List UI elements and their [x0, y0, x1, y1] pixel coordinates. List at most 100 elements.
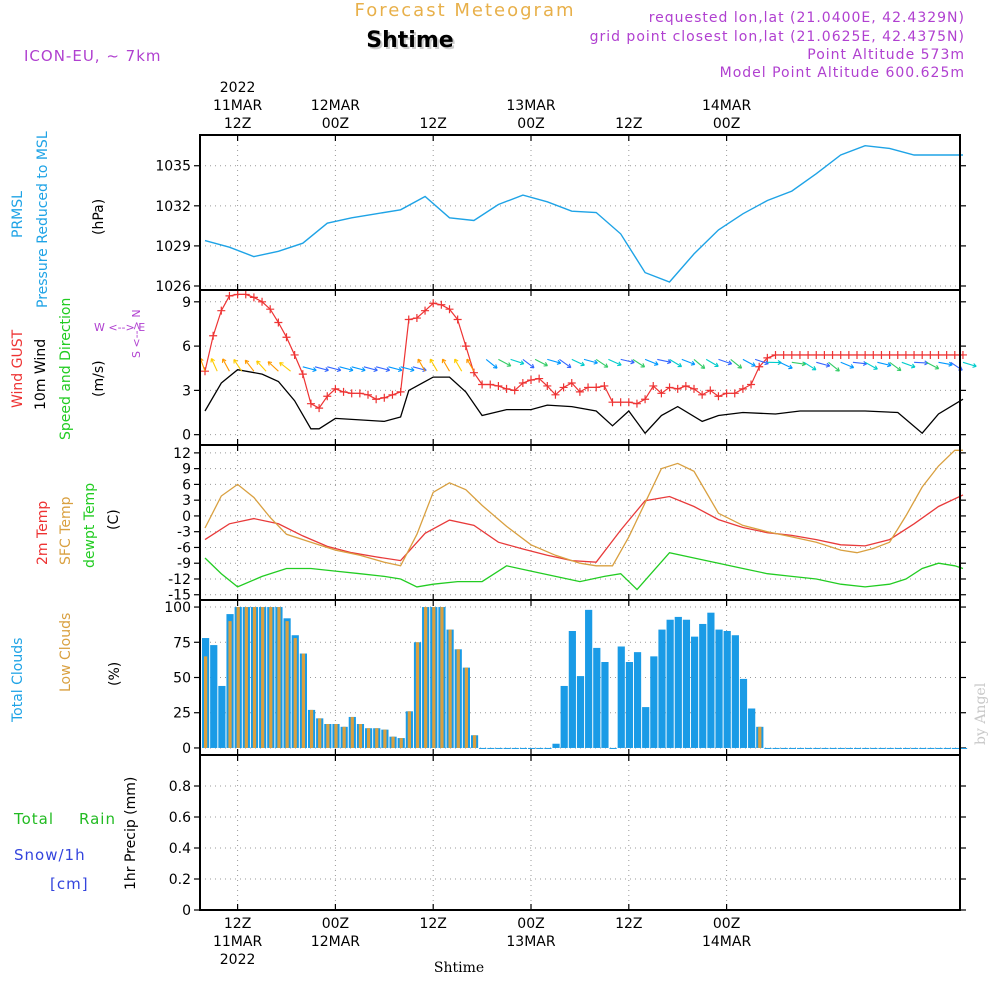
- wind-arrow: [547, 358, 562, 365]
- temp-ytick-label: -12: [168, 572, 191, 588]
- pressure-msl-label: Pressure Reduced to MSL: [35, 131, 51, 308]
- dewpt-label: dewpt Temp: [82, 483, 98, 568]
- dewpt-line: [204, 551, 964, 591]
- wind-arrow: [351, 366, 366, 373]
- gust-marker: [429, 299, 438, 308]
- gust-marker: [665, 383, 674, 392]
- wind-arrow: [583, 358, 598, 365]
- gust-marker: [738, 384, 747, 393]
- gust-marker: [372, 395, 381, 404]
- precip-ytick-label: 0.4: [169, 841, 191, 857]
- precip-ytick-label: 0.8: [169, 779, 191, 795]
- precip-ytick-label: 0.2: [169, 872, 191, 888]
- gust-marker: [249, 293, 258, 302]
- wind-arrow: [901, 361, 916, 369]
- footer-location: Shtime: [434, 960, 484, 976]
- low-cloud-bar: [318, 718, 322, 748]
- gust-marker: [795, 350, 804, 359]
- wind-arrow: [256, 360, 267, 372]
- wind-arrow: [522, 358, 535, 369]
- wind-ytick-label: 9: [182, 295, 191, 311]
- low-cloud-bar: [326, 724, 330, 748]
- prmsl-line: [204, 144, 963, 283]
- gust-marker: [421, 306, 430, 315]
- top-time-label: 11MAR: [213, 98, 262, 114]
- low-cloud-bar: [464, 667, 468, 748]
- pressure-unit: (hPa): [91, 199, 107, 235]
- total-cloud-bar: [560, 685, 568, 748]
- low-cloud-bar: [432, 607, 436, 748]
- wind10-line: [204, 369, 964, 435]
- top-time-label: 12Z: [224, 116, 251, 132]
- pressure-labels: PRMSL Pressure Reduced to MSL (hPa): [10, 131, 107, 308]
- low-cloud-bar: [758, 726, 762, 748]
- gust-marker: [241, 290, 250, 299]
- low-cloud-bar: [407, 711, 411, 748]
- gust-marker: [853, 350, 861, 359]
- gust-marker: [950, 350, 959, 359]
- gust-marker: [755, 362, 764, 371]
- total-cloud-bar: [691, 636, 699, 748]
- gust-marker: [942, 350, 951, 359]
- wind-arrow: [938, 361, 953, 367]
- gust-marker: [209, 331, 218, 340]
- total-cloud-bar: [642, 707, 650, 748]
- bottom-time-label: 00Z: [322, 916, 349, 932]
- precip-ytick-label: 0: [182, 903, 191, 919]
- bottom-time-axis: 12Z 11MAR 2022 00Z 12MAR 12Z 00Z 13MAR 12Z 00Z 14M…: [213, 916, 751, 968]
- gust-marker: [714, 392, 723, 401]
- total-cloud-bar: [601, 662, 609, 748]
- gust-marker: [535, 374, 544, 383]
- gust-marker: [706, 386, 715, 395]
- gust-marker: [690, 384, 698, 393]
- gust-marker: [543, 381, 552, 390]
- temp-ytick-label: 3: [182, 493, 191, 509]
- total-cloud-bar: [748, 708, 756, 748]
- low-cloud-bar: [350, 716, 354, 748]
- bottom-time-label: 00Z: [713, 916, 740, 932]
- gust-marker: [527, 376, 535, 385]
- gust-marker: [804, 350, 813, 359]
- wind-arrow: [279, 361, 291, 372]
- gust-marker: [600, 381, 609, 390]
- gust-marker: [306, 399, 315, 408]
- gust-marker: [461, 342, 470, 351]
- total-cloud-bar: [674, 616, 682, 748]
- snow-unit: [cm]: [50, 875, 89, 893]
- gust-marker: [592, 383, 601, 392]
- gust-marker: [901, 350, 910, 359]
- total-cloud-bar: [625, 662, 633, 748]
- gust-marker: [502, 384, 511, 393]
- total-cloud-bar: [658, 629, 666, 748]
- bottom-time-label: 13MAR: [506, 934, 555, 950]
- gust-marker: [486, 380, 495, 389]
- gust-marker: [282, 333, 291, 342]
- t2m-label: 2m Temp: [35, 501, 51, 565]
- gust-marker: [584, 383, 593, 392]
- gust-marker: [274, 318, 283, 327]
- wind-arrow: [400, 366, 415, 373]
- wind-unit: (m/s): [91, 360, 107, 397]
- pressure-panel: 1026 1029 1032 1035: [155, 134, 966, 295]
- gust-marker: [510, 386, 519, 395]
- bottom-time-label: 00Z: [517, 916, 544, 932]
- cloud-labels: Total Clouds Low Clouds (%): [10, 613, 123, 723]
- snow-label: Snow/1h: [14, 846, 86, 864]
- model-label: ICON-EU, ~ 7km: [24, 47, 162, 65]
- low-cloud-bar: [367, 728, 371, 748]
- gust-marker: [934, 350, 943, 359]
- gust-marker: [494, 381, 503, 390]
- low-cloud-bar: [391, 736, 395, 748]
- total-cloud-bar: [617, 646, 625, 748]
- gust-marker: [763, 353, 772, 362]
- clouds-ytick-label: 0: [182, 741, 191, 757]
- precip-panel: 0 0.2 0.4 0.6 0.8: [169, 754, 966, 919]
- total-cloud-bar: [707, 612, 715, 748]
- gust-marker: [388, 390, 397, 399]
- temp-ytick-label: -3: [177, 525, 191, 541]
- wind-arrow: [889, 361, 902, 372]
- low-cloud-bar: [269, 607, 273, 748]
- wind-arrow: [877, 361, 892, 368]
- wind-arrow: [314, 366, 329, 373]
